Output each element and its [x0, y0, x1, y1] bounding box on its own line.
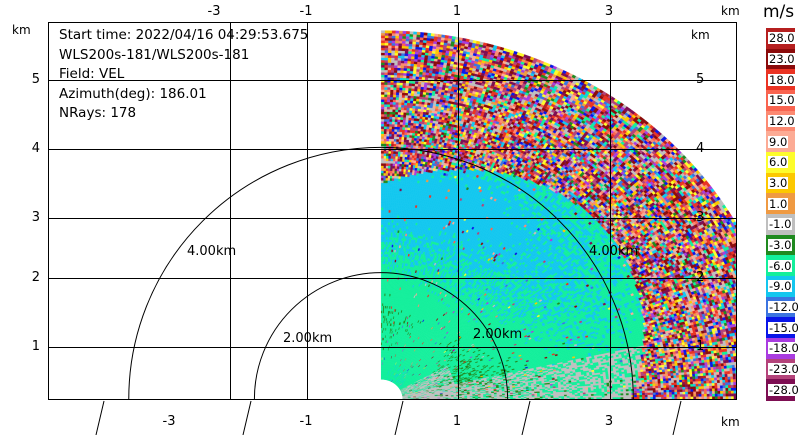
colorbar-tick-label: -12.0: [768, 301, 800, 313]
colorbar-tick-label: -6.0: [768, 260, 792, 272]
gridline-y-1: [49, 347, 736, 348]
ytick-left-4: 4: [14, 142, 40, 155]
ytick-left-2: 2: [14, 271, 40, 284]
radar-ppi-display: Start time: 2022/04/16 04:29:53.675 WLS2…: [0, 0, 800, 435]
colorbar-tick-label: -9.0: [768, 280, 792, 292]
unit-label-bottom-right: km: [721, 416, 740, 428]
colorbar-tick-label: 23.0: [768, 53, 796, 65]
gridline-y-4: [49, 149, 736, 150]
colorbar-tick-label: -1.0: [768, 218, 792, 230]
xtick-bottom-neg1: -1: [291, 415, 321, 428]
gridline-y-3: [49, 218, 736, 219]
unit-label-top-left: km: [12, 24, 31, 36]
plot-area: Start time: 2022/04/16 04:29:53.675 WLS2…: [48, 22, 737, 400]
ytick-right-5: 5: [696, 73, 704, 86]
colorbar-tick-label: -3.0: [768, 239, 792, 251]
ytick-left-3: 3: [14, 211, 40, 224]
ytick-right-2: 2: [696, 271, 704, 284]
gridline-y-2: [49, 278, 736, 279]
annotation-nrays: NRays: 178: [59, 104, 308, 124]
ytick-right-3: 3: [696, 211, 704, 224]
xtick-bottom-1: 1: [442, 415, 472, 428]
unit-label-top-right: km: [721, 5, 740, 17]
ytick-right-1: 1: [696, 340, 704, 353]
colorbar-tick-label: 1.0: [768, 198, 788, 210]
range-ring-label-2km-right: 2.00km: [473, 328, 522, 341]
xtick-bottom-neg3: -3: [154, 415, 184, 428]
colorbar-tick-label: -28.0: [768, 384, 800, 396]
annotation-azimuth: Azimuth(deg): 186.01: [59, 85, 308, 105]
xtick-bottom-3: 3: [594, 415, 624, 428]
xtick-top-3: 3: [594, 5, 624, 18]
xtick-top-neg1: -1: [291, 5, 321, 18]
ytick-left-1: 1: [14, 340, 40, 353]
ytick-left-5: 5: [14, 73, 40, 86]
unit-label-inner-right: km: [691, 29, 710, 41]
colorbar-tick-label: -15.0: [768, 322, 800, 334]
annotation-instrument: WLS200s-181/WLS200s-181: [59, 46, 308, 66]
annotation-start-time: Start time: 2022/04/16 04:29:53.675: [59, 26, 308, 46]
colorbar-tick-label: -18.0: [768, 342, 800, 354]
colorbar-title: m/s: [763, 4, 794, 21]
colorbar-tick-label: 6.0: [768, 156, 788, 168]
xtick-top-1: 1: [442, 5, 472, 18]
range-ring-label-4km-left: 4.00km: [187, 245, 236, 258]
ytick-right-4: 4: [696, 142, 704, 155]
gridline-x-3: [610, 23, 611, 399]
colorbar-tick-label: 28.0: [768, 32, 796, 44]
annotation-field: Field: VEL: [59, 65, 308, 85]
colorbar-tick-label: -23.0: [768, 363, 800, 375]
colorbar-tick-label: 9.0: [768, 136, 788, 148]
annotation-block: Start time: 2022/04/16 04:29:53.675 WLS2…: [59, 26, 308, 124]
xtick-top-neg3: -3: [199, 5, 229, 18]
range-ring-label-2km-left: 2.00km: [283, 332, 332, 345]
range-ring-label-4km-right: 4.00km: [589, 245, 638, 258]
gridline-x-1: [458, 23, 459, 399]
colorbar-tick-label: 18.0: [768, 74, 796, 86]
colorbar[interactable]: 28.0 23.0 18.0 15.0 12.0 9.0 6.0 3.0 1.0 -1.0 -3.0…: [766, 28, 795, 400]
colorbar-tick-label: 12.0: [768, 115, 796, 127]
colorbar-tick-label: 15.0: [768, 94, 796, 106]
colorbar-tick-label: 3.0: [768, 177, 788, 189]
